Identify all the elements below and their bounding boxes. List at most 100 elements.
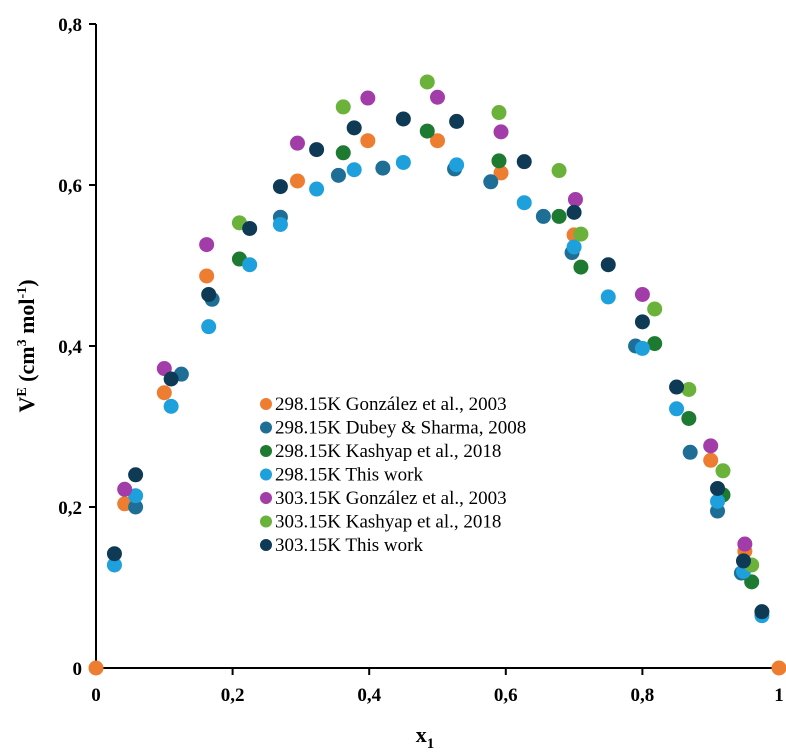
data-point-series-7 [600, 257, 616, 273]
data-point-series-1 [493, 165, 509, 181]
legend: 298.15K González et al., 2003 298.15K Dub… [260, 394, 526, 556]
legend-marker [260, 398, 272, 410]
data-point-series-4 [309, 181, 325, 197]
data-point-series-7 [242, 220, 258, 236]
data-point-series-1 [771, 660, 786, 676]
data-point-series-2 [682, 444, 698, 460]
y-tick-label: 0 [73, 659, 83, 680]
legend-label: 298.15K González et al., 2003 [275, 394, 507, 415]
data-point-series-1 [360, 133, 376, 149]
data-point-series-4 [201, 319, 217, 335]
y-tick-label: 0,8 [58, 15, 82, 36]
data-point-series-5 [117, 481, 133, 497]
legend-label: 298.15K Dubey & Sharma, 2008 [275, 418, 526, 439]
data-point-series-7 [735, 553, 751, 569]
data-points [88, 74, 786, 676]
data-point-series-2 [483, 174, 499, 190]
x-tick-label: 0,6 [494, 685, 518, 706]
data-point-series-1 [430, 133, 445, 149]
data-point-series-7 [566, 204, 582, 220]
data-point-series-6 [335, 99, 351, 115]
legend-marker [260, 515, 272, 528]
axis-ticks: 0 0,2 0,4 0,6 0,8 1 0 0,2 0,4 0,6 0,8 [58, 15, 784, 706]
data-point-series-7 [309, 142, 325, 158]
data-point-series-4 [163, 398, 179, 414]
data-point-series-1 [88, 660, 104, 676]
y-tick-label: 0,4 [58, 337, 82, 358]
data-point-series-6 [647, 301, 663, 317]
x-axis-title: x1 [416, 722, 435, 752]
data-point-series-4 [634, 340, 650, 356]
data-point-series-7 [106, 546, 122, 562]
data-point-series-6 [681, 381, 697, 397]
data-point-series-1 [703, 452, 719, 468]
data-point-series-1 [156, 385, 172, 401]
data-point-series-2 [330, 167, 346, 183]
data-point-series-5 [634, 286, 650, 302]
legend-marker [260, 468, 272, 481]
data-point-series-6 [551, 163, 567, 179]
data-point-series-1 [199, 268, 215, 284]
data-point-series-3 [491, 153, 507, 169]
data-point-series-4 [516, 195, 532, 211]
data-point-series-6 [419, 74, 435, 90]
y-tick-label: 0,2 [58, 498, 82, 519]
data-point-series-3 [744, 574, 760, 590]
data-point-series-5 [493, 124, 509, 140]
data-point-series-5 [199, 237, 215, 253]
data-point-series-4 [272, 216, 288, 232]
data-point-series-4 [395, 154, 411, 170]
data-point-series-3 [419, 123, 435, 139]
data-point-series-1 [289, 173, 305, 189]
x-tick-label: 1 [774, 685, 784, 706]
data-point-series-5 [360, 90, 376, 106]
legend-marker [260, 492, 272, 504]
data-point-series-5 [430, 89, 445, 105]
data-point-series-3 [551, 208, 567, 224]
data-point-series-4 [710, 493, 726, 509]
data-point-series-7 [272, 179, 288, 195]
data-point-series-6 [491, 105, 507, 121]
data-point-series-4 [669, 401, 685, 417]
legend-label: 303.15K This work [275, 535, 423, 556]
legend-label: 298.15K This work [275, 465, 423, 486]
data-point-series-4 [600, 289, 616, 305]
data-point-series-2 [128, 499, 144, 515]
data-point-series-4 [128, 488, 144, 504]
data-point-series-7 [669, 379, 685, 395]
data-point-series-7 [710, 480, 726, 496]
legend-label: 298.15K Kashyap et al., 2018 [275, 441, 501, 462]
x-tick-label: 0 [91, 685, 101, 706]
data-point-series-4 [566, 239, 582, 255]
data-point-series-3 [573, 259, 589, 275]
data-point-series-5 [737, 536, 753, 552]
data-point-series-7 [163, 371, 179, 387]
x-tick-label: 0,8 [631, 685, 655, 706]
data-point-series-2 [375, 160, 391, 176]
data-point-series-5 [567, 191, 583, 207]
x-tick-label: 0,2 [221, 685, 245, 706]
data-point-series-7 [449, 113, 465, 129]
data-point-series-7 [754, 604, 770, 620]
data-point-series-6 [715, 463, 731, 479]
data-point-series-4 [242, 257, 258, 273]
data-point-series-4 [106, 557, 122, 573]
data-point-series-5 [703, 438, 719, 454]
data-point-series-4 [346, 162, 362, 178]
x-tick-label: 0,4 [357, 685, 381, 706]
legend-marker [260, 445, 272, 457]
data-point-series-2 [535, 208, 551, 224]
legend-label: 303.15K Kashyap et al., 2018 [275, 512, 501, 533]
data-point-series-3 [647, 336, 663, 352]
data-point-series-6 [573, 226, 589, 242]
legend-marker [260, 539, 272, 551]
data-point-series-3 [681, 410, 697, 426]
data-point-series-3 [335, 145, 351, 161]
data-point-series-7 [516, 154, 532, 170]
data-point-series-7 [395, 111, 411, 127]
y-axis-title: VE (cm3 mol-1) [14, 279, 39, 412]
legend-label: 303.15K González et al., 2003 [275, 488, 507, 509]
data-point-series-7 [346, 120, 362, 136]
data-point-series-7 [128, 467, 144, 483]
